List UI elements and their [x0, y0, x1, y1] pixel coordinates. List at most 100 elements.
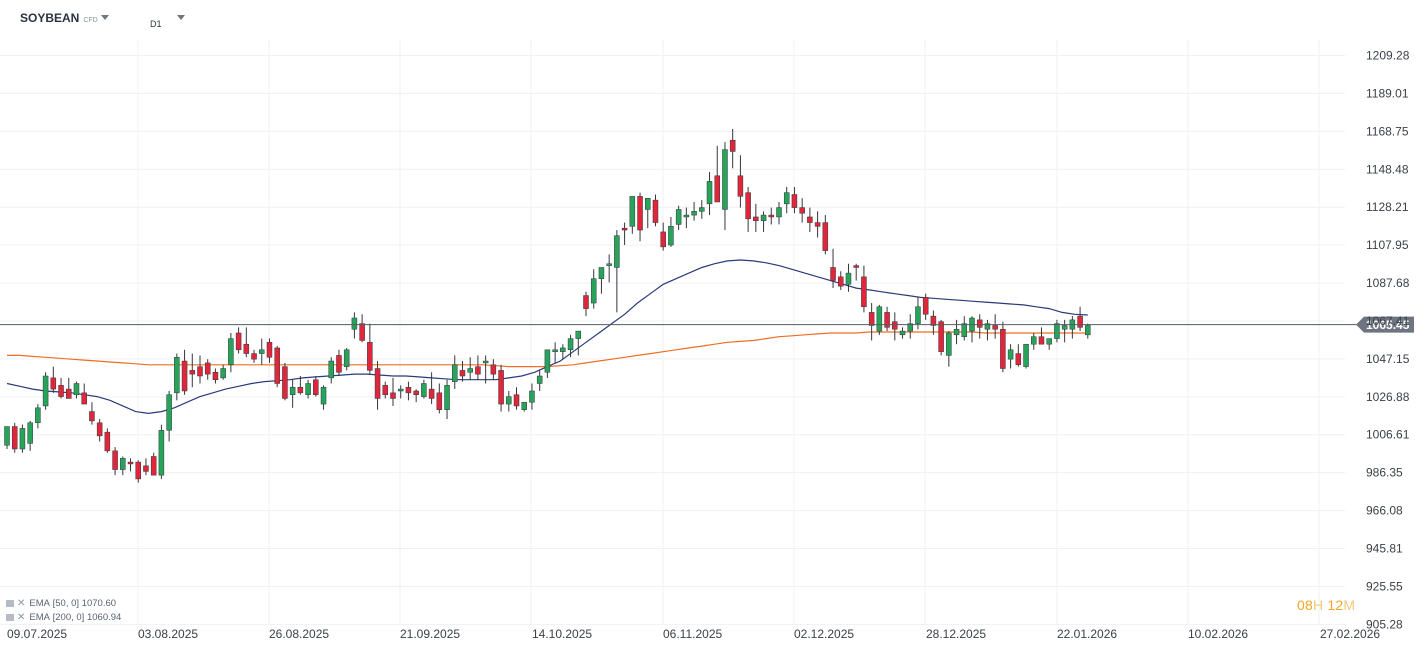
candle-down [861, 265, 867, 313]
candle-up [590, 269, 597, 309]
candle-down [189, 353, 196, 388]
candle-up [305, 379, 311, 399]
timeframe-dropdown-chevron-down-icon[interactable] [177, 15, 185, 20]
candle-body [768, 214, 775, 218]
candle-body [922, 297, 929, 315]
x-tick-label: 03.08.2025 [138, 627, 198, 641]
candle-body [212, 372, 219, 380]
visibility-icon[interactable] [6, 614, 14, 621]
candle-body [907, 323, 913, 332]
candle-down [938, 319, 944, 356]
candle-up [421, 379, 427, 399]
candle-body [120, 458, 126, 470]
candle-body [683, 214, 690, 218]
y-tick-label: 905.28 [1366, 617, 1403, 631]
candlestick-series [4, 129, 1091, 483]
candle-up [444, 379, 450, 420]
candle-body [135, 461, 141, 480]
candle-up [722, 142, 728, 231]
y-tick-label: 966.08 [1366, 504, 1403, 518]
x-tick-label: 02.12.2025 [794, 627, 854, 641]
candle-down [204, 359, 211, 380]
remove-indicator-close-icon[interactable]: ✕ [17, 612, 26, 623]
candle-down [104, 428, 111, 453]
candle-down [838, 271, 844, 290]
candle-up [27, 420, 33, 451]
candle-down [50, 366, 57, 393]
candle-up [158, 424, 165, 479]
candle-body [536, 375, 543, 384]
candle-down [235, 327, 242, 354]
candle-down [892, 312, 898, 341]
candle-body [706, 181, 713, 205]
candle-up [629, 196, 636, 234]
candle-body [251, 353, 257, 360]
candle-body [19, 428, 26, 450]
candle-down [127, 458, 134, 472]
candle-body [976, 319, 983, 328]
candle-body [814, 222, 821, 227]
candle-body [436, 392, 443, 410]
candle-up [351, 312, 358, 339]
candle-up [544, 349, 551, 378]
candle-up [598, 267, 605, 294]
candle-body [498, 370, 504, 405]
candle-up [776, 201, 782, 225]
candle-up [120, 456, 126, 476]
candle-up [467, 357, 473, 380]
candle-up [560, 344, 566, 360]
candle-body [89, 411, 95, 422]
candle-down [1077, 306, 1083, 332]
candle-up [645, 197, 651, 229]
candle-body [506, 396, 512, 405]
candle-up [845, 263, 852, 292]
candle-up [961, 316, 968, 341]
candle-body [521, 401, 527, 410]
candle-up [675, 205, 682, 231]
candle-body [853, 265, 859, 268]
candle-down [729, 129, 736, 169]
candle-down [745, 187, 751, 232]
candle-down [382, 381, 389, 399]
candle-up [529, 383, 535, 410]
candle-body [629, 196, 636, 227]
candle-up [220, 364, 226, 380]
y-tick-label: 1189.01 [1366, 86, 1409, 100]
x-tick-label: 14.10.2025 [532, 627, 592, 641]
visibility-icon[interactable] [6, 600, 14, 607]
legend-ema-50-value: 1070.60 [81, 598, 117, 609]
symbol-selector[interactable]: SOYBEAN CFD [20, 11, 98, 25]
candle-up [320, 385, 327, 410]
chart-grid [0, 40, 1345, 625]
timeframe-label: D1 [150, 19, 162, 29]
candle-body [282, 366, 288, 399]
current-price-line-layer: 1065.45 [0, 316, 1414, 333]
candle-body [428, 388, 435, 399]
candle-body [544, 349, 551, 373]
candle-up [4, 426, 10, 449]
candle-down [1000, 321, 1006, 373]
y-tick-label: 945.81 [1366, 542, 1403, 556]
candle-body [660, 231, 666, 248]
candle-down [81, 383, 87, 405]
candle-body [305, 383, 311, 395]
timeframe-selector[interactable]: D1 [150, 14, 162, 32]
symbol-dropdown-chevron-down-icon[interactable] [101, 15, 109, 20]
remove-indicator-close-icon[interactable]: ✕ [17, 598, 26, 609]
candle-body [984, 323, 991, 330]
legend-ema-50-params: [50, 0] [52, 598, 80, 609]
candle-down [714, 145, 720, 203]
candle-down [498, 364, 504, 412]
y-axis: 1209.28 1189.01 1168.75 1148.48 1128.21 1107.… [1366, 49, 1410, 632]
candle-up [706, 172, 713, 216]
candle-up [969, 316, 975, 343]
candle-body [953, 328, 960, 336]
candle-body [452, 364, 458, 382]
candle-up [1007, 344, 1014, 369]
candle-down [212, 368, 219, 384]
candle-body [830, 267, 836, 281]
candle-down [753, 203, 759, 232]
candle-body [467, 368, 473, 373]
y-tick-label: 1067.41 [1366, 314, 1410, 328]
